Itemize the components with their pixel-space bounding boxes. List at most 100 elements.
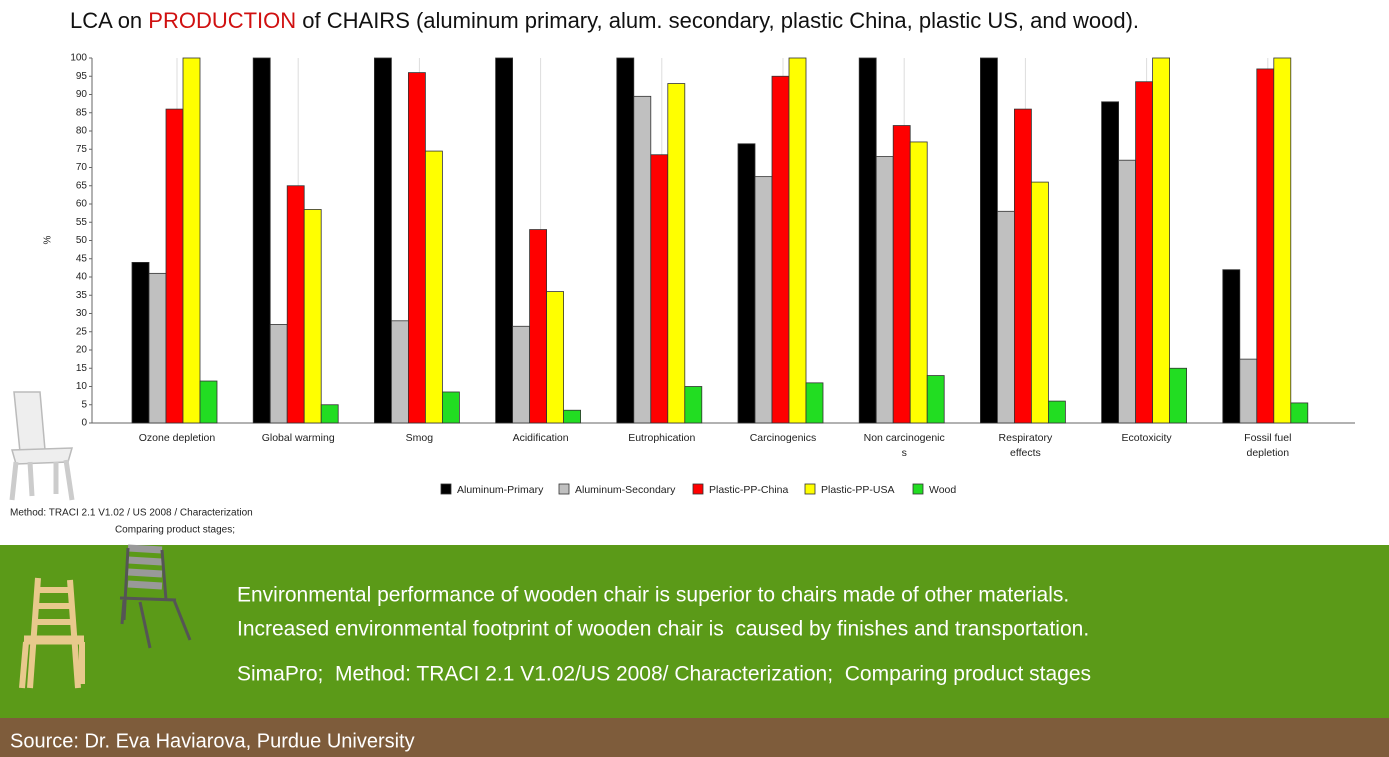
y-tick-label: 75 (76, 144, 88, 155)
x-tick-label: Eutrophication (628, 432, 695, 444)
bar (772, 76, 789, 423)
bar (1257, 69, 1274, 423)
bar (564, 410, 581, 423)
bar (1136, 82, 1153, 423)
chart: 0 5 10 15 20 25 30 35 40 45 50 55 60 65 70 75 80 85 90 95 10… (43, 53, 1355, 496)
y-tick-label: 70 (76, 162, 88, 173)
y-tick-label: 40 (76, 272, 88, 283)
bar (997, 211, 1014, 423)
bar (1274, 58, 1291, 423)
bar (1153, 58, 1170, 423)
bar (1240, 359, 1257, 423)
bar (617, 58, 634, 423)
y-tick-label: 0 (81, 418, 87, 429)
bar (321, 405, 338, 423)
y-tick-label: 30 (76, 308, 88, 319)
y-tick-label: 35 (76, 290, 88, 301)
bar (789, 58, 806, 423)
y-tick-label: 55 (76, 217, 88, 228)
bar (1102, 102, 1119, 423)
bar (927, 376, 944, 423)
legend-label: Wood (929, 484, 956, 496)
x-tick-label: Smog (406, 432, 434, 444)
legend-label: Aluminum-Primary (457, 484, 544, 496)
y-tick-label: 10 (76, 381, 88, 392)
y-tick-label: 25 (76, 326, 88, 337)
x-tick-label: Ecotoxicity (1122, 432, 1173, 444)
finding: Environmental performance of wooden chai… (237, 584, 1069, 607)
legend-swatch (559, 484, 569, 494)
stages-note: Comparing product stages; (115, 525, 235, 536)
bar (200, 381, 217, 423)
bar (755, 177, 772, 423)
bar (391, 321, 408, 423)
y-axis-label: % (43, 235, 54, 244)
x-tick-label: Acidification (513, 432, 569, 444)
bar (166, 109, 183, 423)
bar (547, 292, 564, 423)
bar (738, 144, 755, 423)
x-tick-label: Ozone depletion (139, 432, 216, 444)
bar (287, 186, 304, 423)
bar (980, 58, 997, 423)
bar (651, 155, 668, 423)
x-tick-label: Global warming (262, 432, 335, 444)
finding: SimaPro; Method: TRACI 2.1 V1.02/US 2008… (237, 663, 1091, 686)
finding: Increased environmental footprint of woo… (237, 618, 1089, 641)
bar (408, 73, 425, 423)
y-tick-label: 80 (76, 126, 88, 137)
bar (1170, 368, 1187, 423)
legend-label: Plastic-PP-China (709, 484, 789, 496)
title-highlight: PRODUCTION (148, 8, 296, 33)
bar (893, 126, 910, 423)
bar (513, 326, 530, 423)
legend-label: Plastic-PP-USA (821, 484, 895, 496)
title-part: LCA on (70, 8, 148, 33)
bar (183, 58, 200, 423)
bar (634, 96, 651, 423)
legend-label: Aluminum-Secondary (575, 484, 676, 496)
bar (425, 151, 442, 423)
bar (374, 58, 391, 423)
title-part: of CHAIRS (aluminum primary, alum. secon… (296, 8, 1139, 33)
bar (859, 58, 876, 423)
y-tick-label: 5 (81, 399, 87, 410)
bar (270, 324, 287, 423)
y-tick-label: 65 (76, 180, 88, 191)
bar (442, 392, 459, 423)
bar (1291, 403, 1308, 423)
y-tick-label: 95 (76, 71, 88, 82)
bar (806, 383, 823, 423)
bar (496, 58, 513, 423)
legend-swatch (913, 484, 923, 494)
y-tick-label: 60 (76, 199, 88, 210)
bar (910, 142, 927, 423)
source: Source: Dr. Eva Haviarova, Purdue Univer… (10, 730, 415, 752)
y-tick-label: 45 (76, 253, 88, 264)
bar (876, 157, 893, 423)
slide: LCA on PRODUCTION of CHAIRS (aluminum pr… (0, 0, 1389, 757)
y-tick-label: 90 (76, 89, 88, 100)
y-tick-label: 100 (70, 53, 87, 64)
legend-swatch (441, 484, 451, 494)
bar (253, 58, 270, 423)
legend-swatch (693, 484, 703, 494)
bar (685, 387, 702, 424)
y-tick-label: 20 (76, 345, 88, 356)
bar (1048, 401, 1065, 423)
bar (530, 230, 547, 423)
slide-title: LCA on PRODUCTION of CHAIRS (aluminum pr… (70, 8, 1139, 33)
bar (1119, 160, 1136, 423)
y-tick-label: 85 (76, 107, 88, 118)
y-tick-label: 50 (76, 235, 88, 246)
bar (132, 262, 149, 423)
bar (1031, 182, 1048, 423)
bar (1014, 109, 1031, 423)
y-tick-label: 15 (76, 363, 88, 374)
bar (304, 209, 321, 423)
bar (668, 84, 685, 423)
x-tick-label: Carcinogenics (750, 432, 817, 444)
